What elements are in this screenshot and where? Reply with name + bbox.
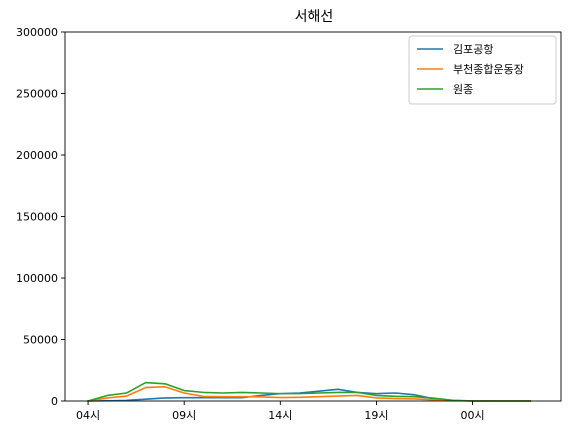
legend-label-1: 김포공항 bbox=[453, 43, 493, 56]
series-line-1 bbox=[87, 388, 532, 402]
legend-label-3: 원종 bbox=[453, 83, 473, 96]
axes: 0 50000 100000 150000 200000 250000 300000 04시 0… bbox=[16, 26, 562, 422]
y-tick-label: 0 bbox=[51, 395, 58, 408]
y-tick-label: 100000 bbox=[16, 272, 58, 285]
y-tick-label: 300000 bbox=[16, 26, 58, 39]
x-tick-label: 19시 bbox=[364, 409, 388, 422]
x-tick-label: 00시 bbox=[461, 409, 485, 422]
plot-area bbox=[87, 381, 532, 402]
x-tick-label: 14시 bbox=[268, 409, 292, 422]
legend-box bbox=[408, 35, 557, 105]
y-tick-label: 250000 bbox=[16, 88, 58, 101]
y-tick-label: 200000 bbox=[16, 149, 58, 162]
y-tick-label: 150000 bbox=[16, 211, 58, 224]
legend-label-2: 부천종합운동장 bbox=[453, 62, 524, 76]
chart-title: 서해선 bbox=[295, 9, 334, 25]
y-tick-label: 50000 bbox=[23, 334, 58, 347]
series-line-3 bbox=[87, 381, 532, 402]
x-tick-label: 09시 bbox=[172, 409, 196, 422]
x-tick-label: 04시 bbox=[76, 409, 100, 422]
